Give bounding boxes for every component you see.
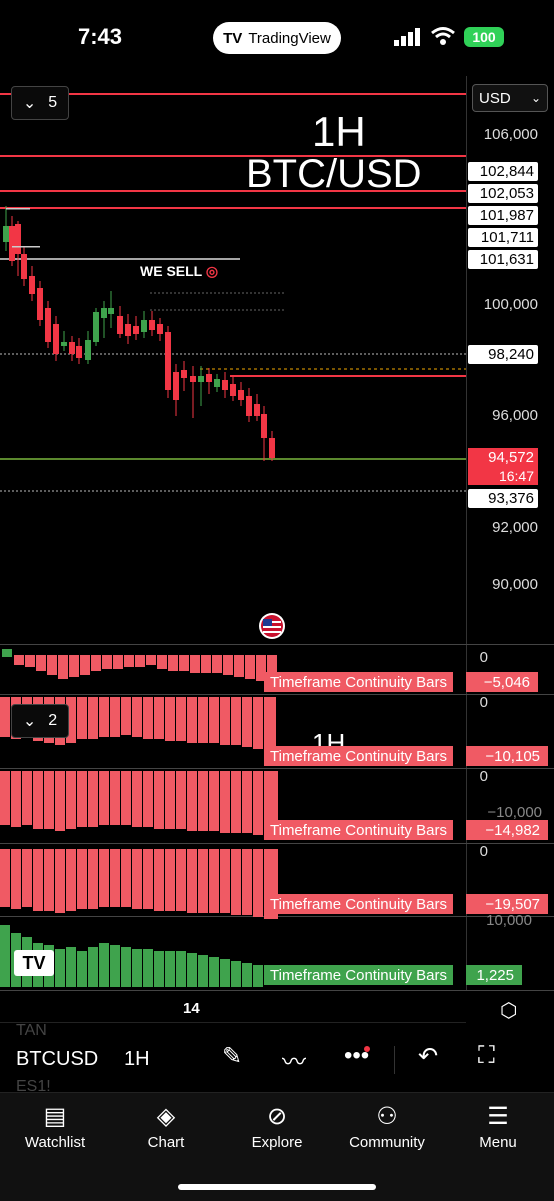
pane-2-watermark: 1H [312, 728, 346, 746]
candle-countdown: 16:47 [468, 467, 538, 485]
axis-tick-0: 106,000 [483, 126, 538, 143]
battery-indicator: 100 [464, 27, 504, 47]
level-label-1: 102,053 [468, 184, 538, 203]
currency-label: USD [479, 89, 511, 107]
level-label-4: 101,631 [468, 250, 538, 269]
nav-explore[interactable]: ⊘ Explore [227, 1100, 327, 1151]
chevron-down-icon: ⌄ [22, 713, 37, 730]
nav-community-label: Community [349, 1134, 425, 1151]
axis-tick-2: 96,000 [492, 407, 538, 424]
tradingview-logo-icon: TV [223, 29, 243, 47]
pane-separator [0, 990, 554, 991]
app-pill-label: TradingView [248, 29, 331, 47]
chart-icon: ◈ [156, 1103, 176, 1130]
pane-2-label: Timeframe Continuity Bars [264, 746, 453, 766]
nav-explore-label: Explore [251, 1134, 303, 1151]
level-label-6: 93,376 [468, 489, 538, 508]
legend-count: 5 [48, 94, 58, 111]
nav-menu[interactable]: ☰ Menu [448, 1100, 548, 1151]
level-label-2: 101,987 [468, 206, 538, 225]
pane-separator [0, 843, 554, 844]
nav-menu-label: Menu [479, 1134, 517, 1151]
toolbar-symbol[interactable]: BTCUSD [16, 1048, 99, 1070]
pane-2-axis: 0 [479, 694, 488, 711]
undo-icon[interactable]: ↶ [418, 1043, 439, 1070]
axis-tick-4: 90,000 [492, 576, 538, 593]
pane-2-value: −10,105 [466, 746, 548, 766]
axis-tick-3: 92,000 [492, 519, 538, 536]
pane-separator [0, 644, 554, 645]
price-axis-separator [466, 76, 467, 990]
ghost-symbol-top: TAN [16, 1022, 47, 1039]
pane-5-value: 1,225 [466, 965, 522, 985]
toolbar-divider [394, 1046, 395, 1074]
compass-icon: ⊘ [266, 1103, 288, 1130]
app-pill[interactable]: TV TradingView [213, 22, 341, 54]
pane-4-value: −19,507 [466, 894, 548, 914]
menu-icon: ☰ [487, 1103, 509, 1130]
pane-separator [0, 768, 554, 769]
pane-2-legend-count: 2 [48, 712, 58, 729]
ghost-symbol-bottom: ES1! [16, 1078, 51, 1095]
time-axis-separator [0, 1022, 466, 1023]
drawing-tools-icon[interactable]: 〰 [282, 1049, 306, 1076]
currency-selector[interactable]: USD ⌄ [472, 84, 548, 112]
fullscreen-icon[interactable]: ⛶ [478, 1042, 495, 1069]
home-indicator [178, 1184, 376, 1190]
interval-watermark: 1H [312, 108, 366, 155]
nav-chart-label: Chart [147, 1134, 185, 1151]
level-label-5: 98,240 [468, 345, 538, 364]
we-sell-annotation: WE SELL ◎ [140, 263, 219, 279]
current-price-label: 94,572 [468, 448, 538, 467]
date-tick: 14 [183, 1000, 200, 1017]
settings-hex-icon[interactable]: ⬡ [500, 1000, 518, 1022]
signal-icon [394, 28, 422, 51]
watchlist-icon: ▤ [43, 1103, 67, 1130]
status-time: 7:43 [78, 24, 123, 49]
wifi-icon [430, 26, 456, 51]
candles [3, 206, 275, 461]
tradingview-watermark-icon: TV [14, 950, 54, 976]
pane-3-value: −14,982 [466, 820, 548, 840]
pane-separator [0, 694, 554, 695]
nav-watchlist[interactable]: ▤ Watchlist [5, 1100, 105, 1151]
pane-3-axis-mid: −10,000 [487, 804, 542, 821]
pane-2-legend-button[interactable]: ⌄ 2 [11, 704, 69, 738]
brush-icon[interactable]: ✎ [222, 1043, 243, 1070]
nav-community[interactable]: ⚇ Community [337, 1100, 437, 1151]
nav-chart[interactable]: ◈ Chart [116, 1100, 216, 1151]
chevron-down-icon: ⌄ [530, 91, 541, 105]
axis-tick-1: 100,000 [483, 296, 538, 313]
bottom-nav [0, 1092, 554, 1201]
level-label-0: 102,844 [468, 162, 538, 181]
toolbar-interval[interactable]: 1H [124, 1048, 150, 1070]
target-icon: ◎ [205, 263, 219, 279]
notification-dot [364, 1046, 370, 1052]
legend-toggle-button[interactable]: ⌄ 5 [11, 86, 69, 120]
community-icon: ⚇ [376, 1103, 398, 1130]
pane-5-label: Timeframe Continuity Bars [264, 965, 453, 985]
pane-4-label: Timeframe Continuity Bars [264, 894, 453, 914]
pane-5-axis: 10,000 [486, 912, 532, 929]
symbol-watermark: BTC/USD [246, 152, 422, 196]
pane-4-axis: 0 [479, 843, 488, 860]
pane-3-axis: 0 [479, 768, 488, 785]
price-chart[interactable] [0, 76, 466, 646]
pane-1-label: Timeframe Continuity Bars [264, 672, 453, 692]
chevron-down-icon: ⌄ [22, 95, 37, 112]
pane-1-axis: 0 [479, 649, 488, 666]
pane-3-label: Timeframe Continuity Bars [264, 820, 453, 840]
nav-watchlist-label: Watchlist [24, 1134, 86, 1151]
pane-1-value: −5,046 [466, 672, 538, 692]
indicator-bars [0, 649, 278, 987]
us-flag-icon [259, 613, 285, 639]
level-label-3: 101,711 [468, 228, 538, 247]
